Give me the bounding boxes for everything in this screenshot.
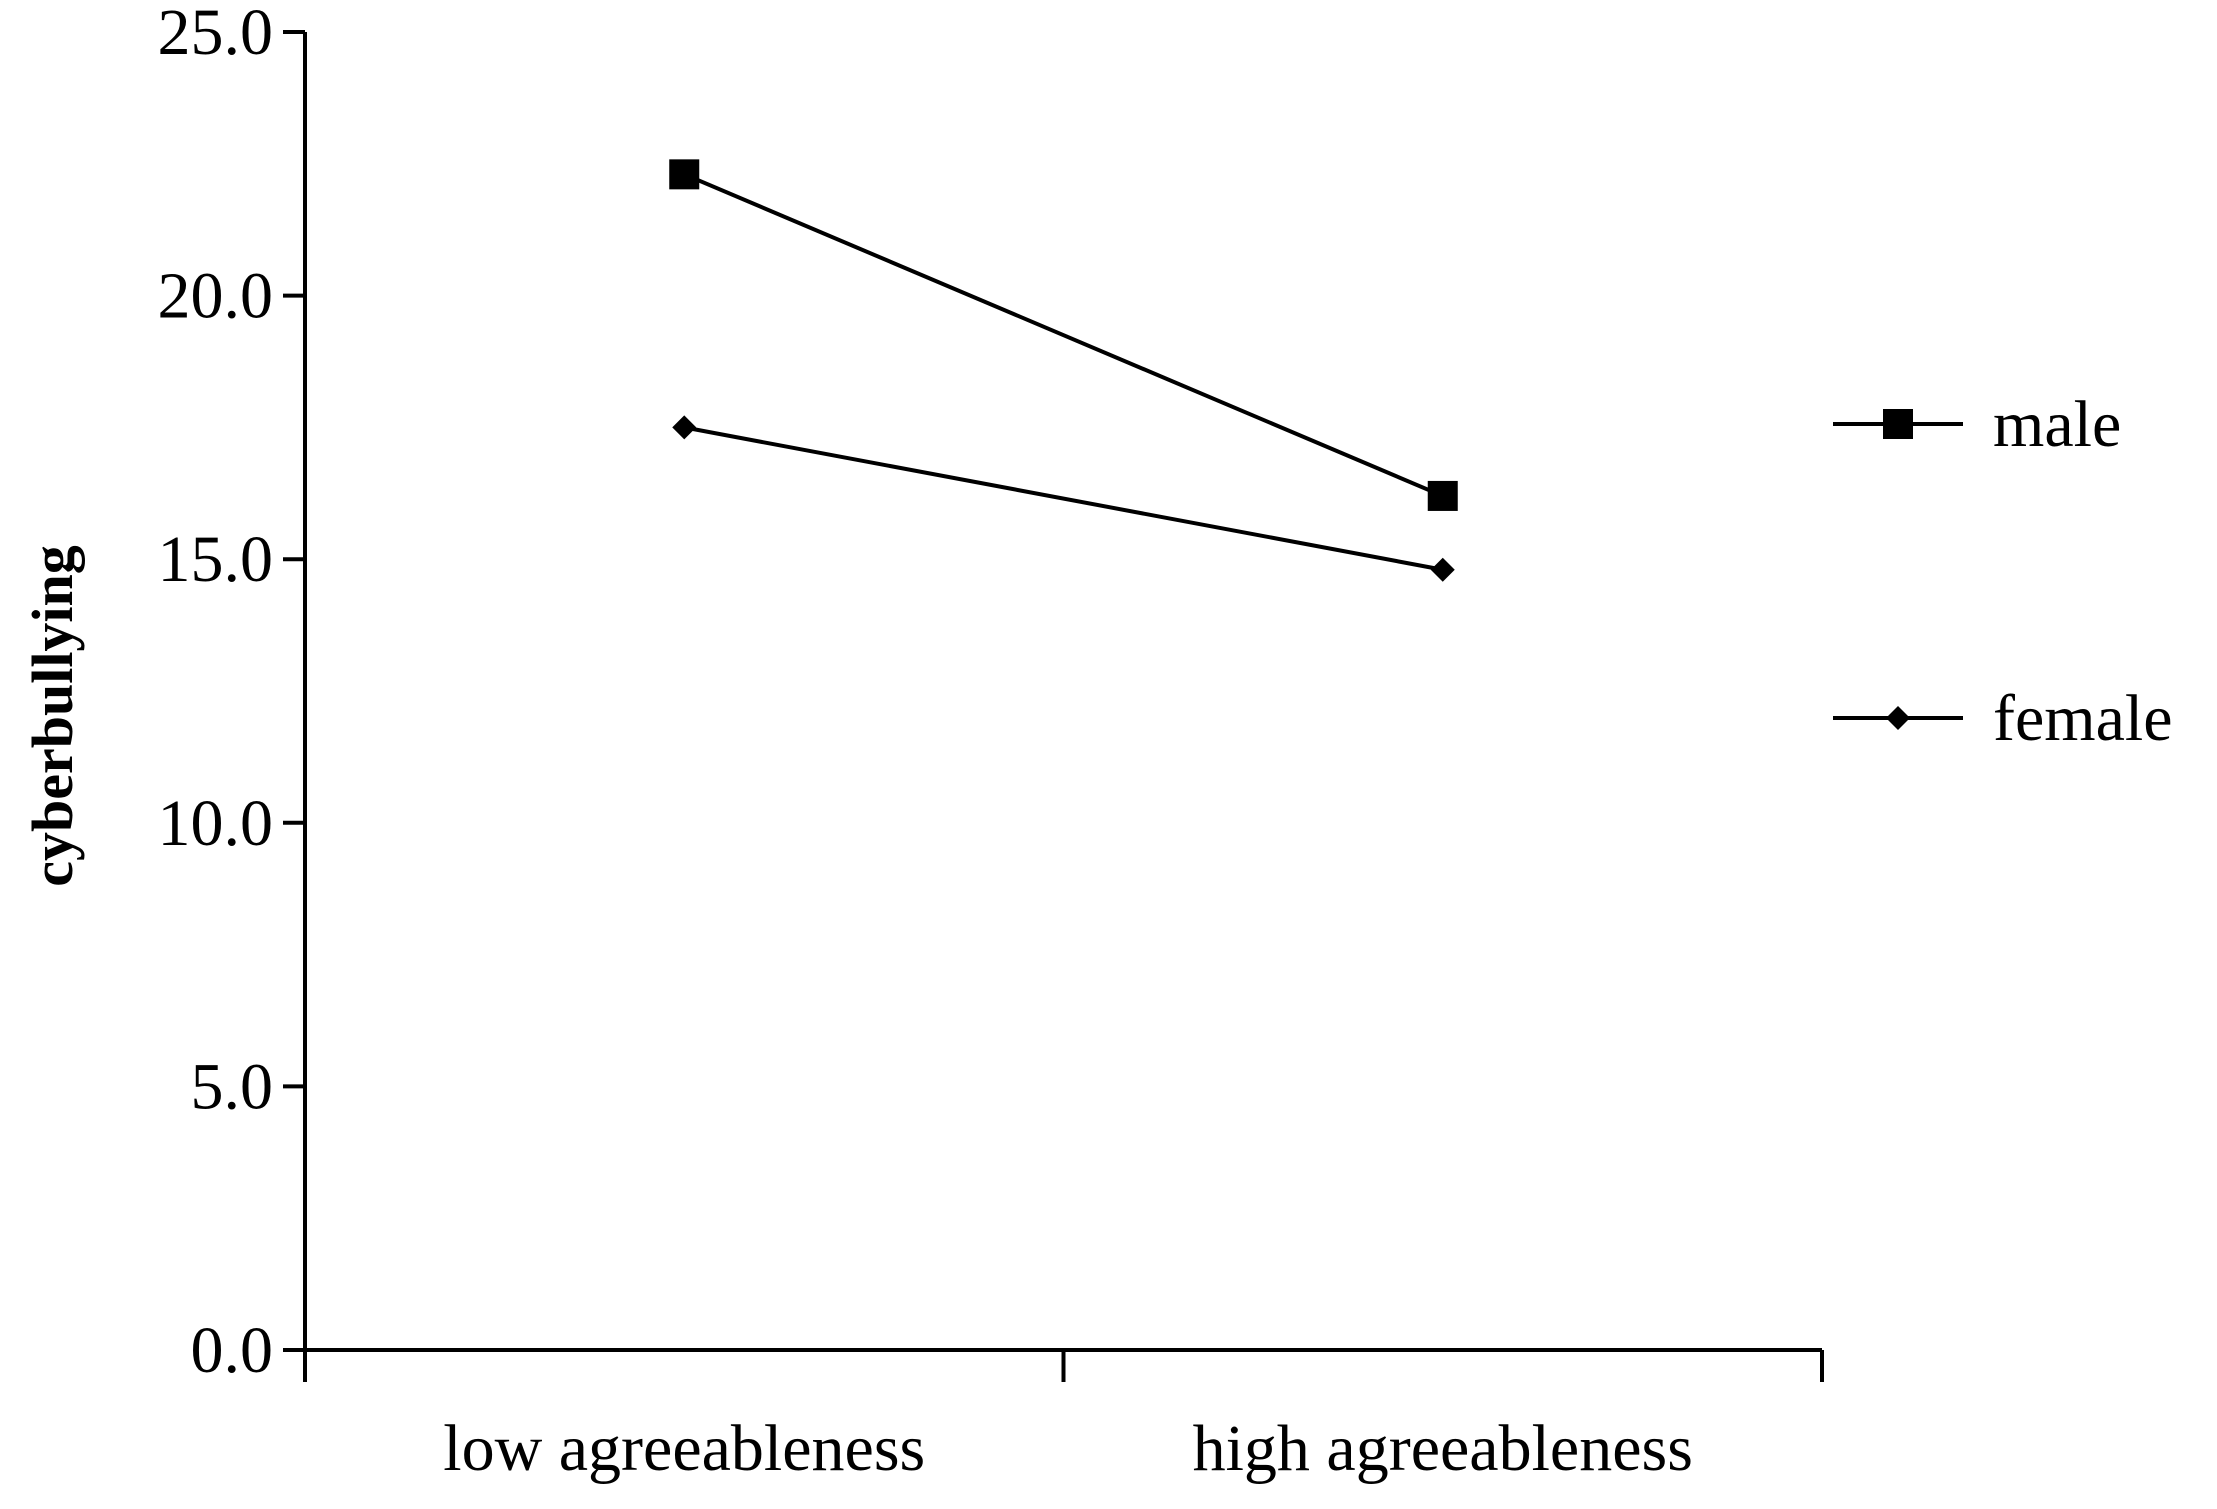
y-tick-label: 25.0 bbox=[158, 0, 274, 69]
y-axis-label: cyberbullying bbox=[20, 545, 85, 887]
x-tick-label: high agreeableness bbox=[1193, 1412, 1693, 1485]
y-tick-label: 20.0 bbox=[158, 260, 274, 333]
y-tick-label: 0.0 bbox=[191, 1314, 274, 1387]
x-tick-label: low agreeableness bbox=[443, 1412, 925, 1485]
data-point-diamond bbox=[1430, 557, 1455, 582]
data-point-square bbox=[1883, 409, 1913, 439]
data-point-diamond bbox=[1886, 706, 1910, 730]
y-tick-label: 5.0 bbox=[191, 1050, 274, 1123]
axes bbox=[303, 32, 1822, 1382]
series-male bbox=[669, 159, 1458, 511]
series-line-male bbox=[683, 172, 1444, 498]
y-tick-label: 15.0 bbox=[158, 523, 274, 596]
data-point-square bbox=[1427, 480, 1458, 511]
data-point-diamond bbox=[672, 415, 697, 440]
y-tick-label: 10.0 bbox=[158, 787, 274, 860]
series-line-female bbox=[683, 425, 1444, 572]
legend-item-male: male bbox=[1833, 388, 2121, 461]
x-ticks: low agreeableness high agreeableness bbox=[443, 1350, 1824, 1485]
data-point-square bbox=[669, 159, 700, 190]
legend-item-female: female bbox=[1833, 682, 2173, 755]
legend-label: female bbox=[1993, 682, 2173, 755]
legend-label: male bbox=[1993, 388, 2121, 461]
legend: male female bbox=[1833, 388, 2173, 755]
series-group bbox=[669, 159, 1458, 582]
series-female bbox=[672, 415, 1455, 582]
y-ticks: 0.0 5.0 10.0 15.0 20.0 25.0 bbox=[158, 0, 305, 1387]
